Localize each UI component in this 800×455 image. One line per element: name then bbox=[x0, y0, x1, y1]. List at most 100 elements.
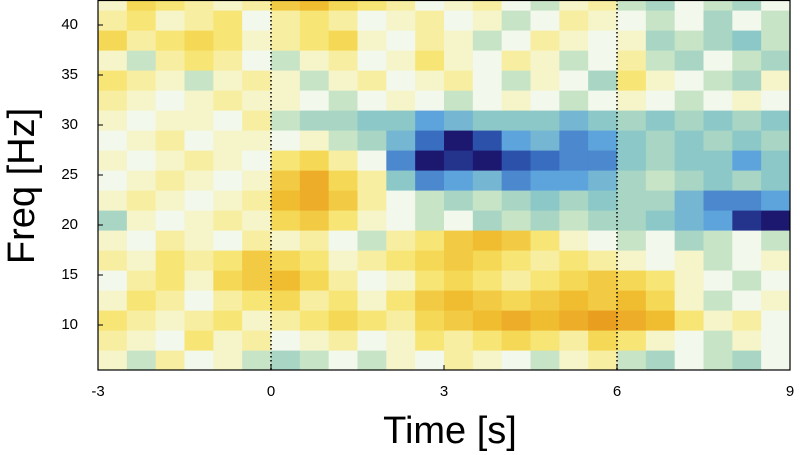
heatmap-cell bbox=[444, 270, 474, 291]
heatmap-cell bbox=[703, 290, 733, 311]
heatmap-cell bbox=[242, 0, 272, 11]
heatmap-cell bbox=[732, 10, 762, 31]
heatmap-cell bbox=[386, 110, 416, 131]
heatmap-cell bbox=[617, 130, 647, 151]
heatmap-cell bbox=[530, 130, 560, 151]
heatmap-cell bbox=[761, 210, 790, 231]
heatmap-cell bbox=[645, 230, 676, 251]
heatmap-cell bbox=[184, 150, 214, 171]
heatmap-cell bbox=[501, 190, 532, 211]
heatmap-cell bbox=[645, 150, 676, 171]
heatmap-cell bbox=[472, 170, 503, 191]
heatmap-cell bbox=[559, 110, 589, 131]
heatmap-cell bbox=[501, 70, 532, 91]
heatmap-cell bbox=[386, 290, 416, 311]
heatmap-cell bbox=[472, 70, 503, 91]
heatmap-cell bbox=[271, 70, 301, 91]
heatmap-cell bbox=[674, 270, 705, 291]
heatmap-cell bbox=[530, 310, 560, 331]
heatmap-cell bbox=[530, 150, 560, 171]
heatmap-cell bbox=[559, 250, 589, 271]
heatmap-cell bbox=[155, 110, 186, 131]
heatmap-cell bbox=[184, 0, 214, 11]
heatmap-cell bbox=[98, 30, 128, 51]
heatmap-cell bbox=[184, 10, 214, 31]
heatmap-cell bbox=[588, 110, 618, 131]
heatmap-cell bbox=[98, 110, 128, 131]
heatmap-cell bbox=[242, 330, 272, 351]
heatmap-cell bbox=[617, 170, 647, 191]
heatmap-cell bbox=[98, 130, 128, 151]
heatmap-cell bbox=[645, 10, 676, 31]
heatmap-cell bbox=[761, 190, 790, 211]
heatmap-cell bbox=[242, 50, 272, 71]
heatmap-cell bbox=[444, 30, 474, 51]
heatmap-cell bbox=[645, 250, 676, 271]
y-tick-label: 10 bbox=[61, 316, 78, 333]
heatmap-cell bbox=[184, 310, 214, 331]
heatmap-cell bbox=[357, 350, 387, 370]
heatmap-cell bbox=[242, 350, 272, 370]
heatmap-cell bbox=[357, 130, 387, 151]
heatmap-cell bbox=[472, 310, 503, 331]
heatmap-cell bbox=[328, 10, 359, 31]
heatmap-cell bbox=[155, 290, 186, 311]
heatmap-cell bbox=[271, 0, 301, 11]
y-tick-label: 40 bbox=[61, 16, 78, 33]
heatmap-cell bbox=[98, 270, 128, 291]
y-axis-label: Freq [Hz] bbox=[1, 108, 43, 264]
heatmap-cell bbox=[328, 150, 359, 171]
heatmap-cell bbox=[328, 290, 359, 311]
heatmap-cell bbox=[213, 290, 243, 311]
heatmap-cell bbox=[645, 350, 676, 370]
heatmap-cell bbox=[761, 310, 790, 331]
heatmap-cell bbox=[472, 50, 503, 71]
heatmap-cell bbox=[98, 230, 128, 251]
heatmap-cell bbox=[242, 130, 272, 151]
heatmap-cell bbox=[761, 30, 790, 51]
heatmap-cell bbox=[299, 0, 330, 11]
heatmap-cell bbox=[271, 210, 301, 231]
heatmap-cell bbox=[761, 350, 790, 370]
heatmap-cell bbox=[328, 30, 359, 51]
heatmap-cell bbox=[98, 10, 128, 31]
heatmap-cell bbox=[242, 110, 272, 131]
heatmap-cell bbox=[703, 170, 733, 191]
heatmap-cell bbox=[674, 90, 705, 111]
heatmap-cell bbox=[98, 70, 128, 91]
heatmap-cell bbox=[357, 210, 387, 231]
heatmap-cell bbox=[732, 290, 762, 311]
heatmap-cell bbox=[617, 230, 647, 251]
heatmap-cell bbox=[761, 170, 790, 191]
heatmap-cell bbox=[530, 70, 560, 91]
y-tick-label: 25 bbox=[61, 166, 78, 183]
heatmap-cell bbox=[472, 210, 503, 231]
heatmap-cell bbox=[184, 170, 214, 191]
heatmap-cell bbox=[703, 270, 733, 291]
heatmap-cell bbox=[357, 190, 387, 211]
heatmap-cell bbox=[357, 250, 387, 271]
heatmap-cell bbox=[472, 150, 503, 171]
heatmap-cell bbox=[761, 270, 790, 291]
heatmap-cell bbox=[588, 50, 618, 71]
heatmap-cell bbox=[98, 150, 128, 171]
heatmap-cell bbox=[328, 130, 359, 151]
heatmap-cell bbox=[559, 10, 589, 31]
heatmap-cell bbox=[617, 10, 647, 31]
heatmap-cell bbox=[501, 210, 532, 231]
heatmap-cell bbox=[126, 110, 157, 131]
heatmap-cell bbox=[184, 50, 214, 71]
heatmap-cell bbox=[213, 10, 243, 31]
heatmap-cell bbox=[271, 30, 301, 51]
heatmap-cell bbox=[271, 250, 301, 271]
heatmap-cell bbox=[415, 210, 445, 231]
heatmap-cell bbox=[271, 150, 301, 171]
heatmap-cell bbox=[271, 290, 301, 311]
heatmap-cell bbox=[588, 30, 618, 51]
heatmap-cell bbox=[299, 290, 330, 311]
heatmap-cell bbox=[213, 250, 243, 271]
heatmap-cell bbox=[328, 250, 359, 271]
heatmap-cell bbox=[357, 230, 387, 251]
heatmap-cell bbox=[617, 330, 647, 351]
heatmap-cell bbox=[271, 50, 301, 71]
